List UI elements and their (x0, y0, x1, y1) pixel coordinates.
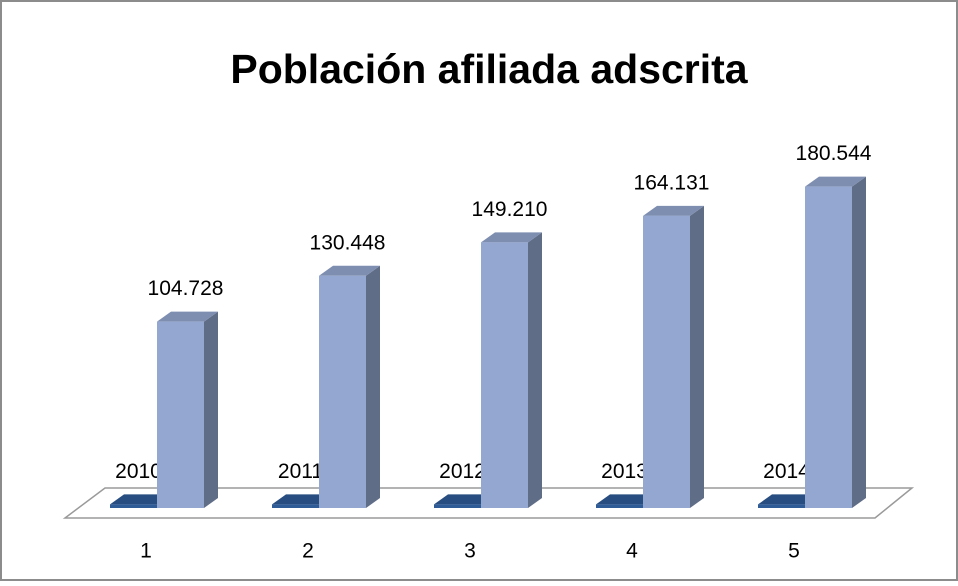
bar-front (110, 504, 157, 508)
data-label: 2014 (763, 460, 810, 483)
bar-top (643, 205, 704, 216)
bar-top (272, 494, 333, 505)
bar-front (643, 215, 690, 509)
bar-front (434, 504, 481, 508)
data-label: 104.728 (148, 277, 224, 300)
data-label: 2013 (601, 460, 648, 483)
bar-top (434, 494, 495, 505)
bar-top (319, 265, 380, 276)
bar-top (481, 232, 542, 243)
bar-front (805, 186, 852, 508)
bar-front (481, 242, 528, 509)
data-label: 149.210 (472, 198, 548, 221)
bar-side (366, 265, 380, 508)
x-tick-label: 3 (464, 540, 476, 563)
bar-front (272, 504, 319, 508)
x-tick-label: 4 (626, 540, 638, 563)
bar-front (596, 504, 643, 508)
bar-front (319, 275, 366, 508)
x-tick-label: 5 (788, 540, 800, 563)
bar (157, 311, 218, 508)
x-tick-label: 1 (140, 540, 152, 563)
bar-top (596, 494, 657, 505)
bar-side (528, 232, 542, 509)
data-label: 130.448 (310, 231, 386, 254)
bar (643, 205, 704, 509)
bar-front (157, 321, 204, 508)
bar-side (690, 205, 704, 509)
data-label: 180.544 (796, 142, 872, 165)
x-tick-label: 2 (302, 540, 314, 563)
bar (805, 176, 866, 508)
chart-title: Población afiliada adscrita (230, 46, 748, 92)
bar-top (157, 311, 218, 322)
data-label: 2011 (278, 460, 323, 483)
bar-front (758, 504, 805, 508)
data-label: 2010 (115, 460, 162, 483)
data-label: 164.131 (634, 171, 710, 194)
bar (481, 232, 542, 509)
bar-top (110, 494, 171, 505)
bar-top (758, 494, 819, 505)
bar (319, 265, 380, 508)
bar-side (852, 176, 866, 508)
bar-top (805, 176, 866, 187)
bar-side (204, 311, 218, 508)
data-label: 2012 (439, 460, 486, 483)
